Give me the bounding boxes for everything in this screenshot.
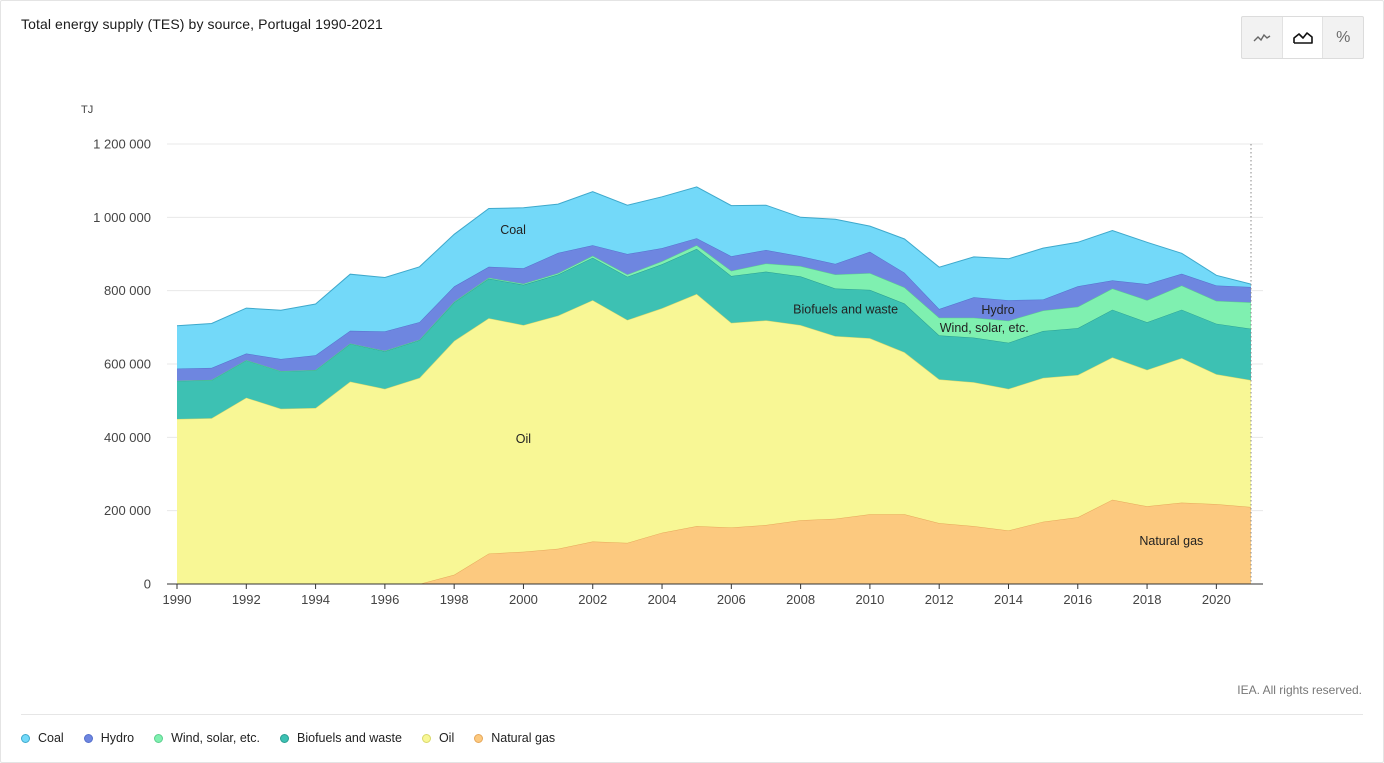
legend-swatch [154,733,164,743]
x-tick-label: 2020 [1202,592,1231,607]
legend-swatch [21,733,30,743]
area-label-natural-gas: Natural gas [1139,534,1203,548]
x-tick-label: 2016 [1063,592,1092,607]
y-tick-label: 0 [144,577,151,592]
x-tick-label: 2014 [994,592,1023,607]
x-tick-label: 1996 [370,592,399,607]
legend-item[interactable]: Wind, solar, etc. [154,731,260,745]
x-tick-label: 2002 [578,592,607,607]
y-axis-unit: TJ [81,104,93,116]
x-tick-label: 2008 [786,592,815,607]
y-tick-label: 400 000 [104,430,151,445]
x-tick-label: 2018 [1133,592,1162,607]
legend-label: Coal [38,731,64,745]
x-tick-label: 2010 [855,592,884,607]
chart-title: Total energy supply (TES) by source, Por… [21,16,383,32]
x-tick-label: 1990 [163,592,192,607]
area-label-wind-solar-etc-: Wind, solar, etc. [940,321,1029,335]
legend-swatch [421,733,431,743]
y-tick-label: 800 000 [104,283,151,298]
percent-icon: % [1336,28,1351,46]
area-coal[interactable] [177,186,1251,369]
y-tick-label: 200 000 [104,503,151,518]
legend-label: Hydro [100,731,135,745]
legend-swatch [280,733,289,743]
area-hydro[interactable] [177,238,1251,381]
legend-item[interactable]: Biofuels and waste [280,731,402,745]
chart-type-toggle[interactable]: % [1241,16,1364,59]
legend-item[interactable]: Coal [21,731,64,745]
x-tick-label: 2000 [509,592,538,607]
area-chart-icon [1292,31,1313,44]
x-tick-label: 1998 [440,592,469,607]
copyright-credit: IEA. All rights reserved. [1237,683,1362,697]
legend-label: Natural gas [491,731,556,745]
area-view-button[interactable] [1282,17,1324,58]
x-tick-label: 1992 [232,592,261,607]
legend-label: Biofuels and waste [297,731,402,745]
legend-swatch [83,733,93,743]
area-layers [176,186,1252,585]
area-top-line [176,293,1252,420]
line-chart-icon [1253,33,1271,41]
area-label-oil: Oil [516,432,531,446]
area-chart: TJ 0 200 000 400 000 600 000 800 000 1 000 000… [81,104,1263,607]
legend-item[interactable]: Oil [421,731,455,745]
x-tick-label: 2004 [648,592,677,607]
legend-item[interactable]: Natural gas [474,731,555,745]
line-view-button[interactable] [1242,17,1283,58]
x-tick-label: 1994 [301,592,330,607]
x-tick-label: 2012 [925,592,954,607]
y-tick-label: 1 000 000 [93,210,151,225]
area-oil[interactable] [177,294,1251,584]
area-label-hydro: Hydro [981,303,1014,317]
chart-legend: Coal Hydro Wind, solar, etc. Biofuels and w… [21,731,555,745]
y-tick-label: 1 200 000 [93,137,151,152]
legend-divider [21,714,1363,715]
legend-item[interactable]: Hydro [83,731,135,745]
area-biofuels-and-waste[interactable] [177,248,1251,419]
area-top-line [176,186,1252,327]
y-tick-label: 600 000 [104,357,151,372]
area-natural-gas[interactable] [177,499,1251,584]
percent-view-button[interactable]: % [1323,17,1363,58]
legend-label: Oil [438,731,455,745]
area-label-biofuels-and-waste: Biofuels and waste [793,302,898,316]
x-tick-label: 2006 [717,592,746,607]
area-label-coal: Coal [500,223,526,237]
legend-swatch [474,733,484,743]
legend-label: Wind, solar, etc. [171,731,260,745]
